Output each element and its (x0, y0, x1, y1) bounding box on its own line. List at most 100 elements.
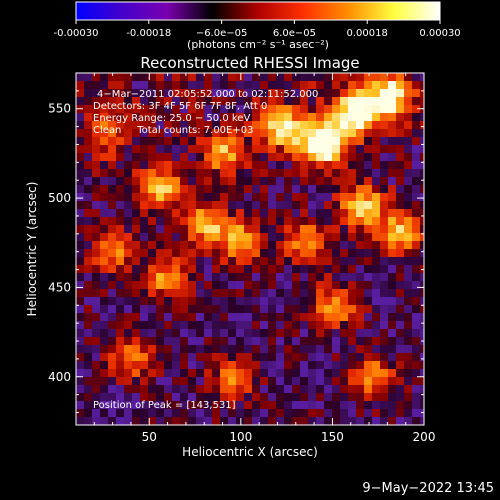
heatmap-cell (228, 145, 236, 153)
heatmap-cell (332, 217, 340, 225)
heatmap-cell (404, 385, 412, 393)
heatmap-cell (92, 153, 100, 161)
heatmap-cell (236, 241, 244, 249)
heatmap-cell (260, 169, 268, 177)
heatmap-cell (332, 81, 340, 89)
heatmap-cell (180, 129, 188, 137)
heatmap-cell (236, 201, 244, 209)
heatmap-cell (156, 329, 164, 337)
heatmap-cell (220, 177, 228, 185)
heatmap-cell (164, 313, 172, 321)
heatmap-cell (116, 169, 124, 177)
heatmap-cell (364, 281, 372, 289)
heatmap-cell (100, 89, 108, 97)
heatmap-cell (284, 273, 292, 281)
heatmap-cell (188, 177, 196, 185)
heatmap-cell (204, 369, 212, 377)
heatmap-cell (116, 97, 124, 105)
heatmap-cell (84, 297, 92, 305)
heatmap-cell (108, 321, 116, 329)
heatmap-cell (228, 393, 236, 401)
heatmap-cell (396, 89, 404, 97)
heatmap-cell (372, 321, 380, 329)
heatmap-cell (196, 137, 204, 145)
heatmap-cell (196, 273, 204, 281)
heatmap-cell (180, 257, 188, 265)
heatmap-cell (396, 129, 404, 137)
heatmap-cell (324, 337, 332, 345)
heatmap-cell (92, 233, 100, 241)
heatmap-cell (284, 281, 292, 289)
heatmap-cell (220, 89, 228, 97)
heatmap-cell (308, 161, 316, 169)
heatmap-cell (260, 369, 268, 377)
heatmap-cell (276, 393, 284, 401)
heatmap-cell (116, 113, 124, 121)
heatmap-cell (412, 241, 420, 249)
heatmap-cell (412, 297, 420, 305)
heatmap-cell (324, 89, 332, 97)
heatmap-cell (404, 137, 412, 145)
heatmap-cell (412, 361, 420, 369)
heatmap-cell (364, 193, 372, 201)
heatmap-cell (356, 89, 364, 97)
heatmap-cell (372, 113, 380, 121)
heatmap-cell (372, 201, 380, 209)
heatmap-cell (332, 153, 340, 161)
heatmap-cell (396, 321, 404, 329)
heatmap-cell (124, 81, 132, 89)
heatmap-cell (148, 209, 156, 217)
heatmap-cell (324, 345, 332, 353)
heatmap-cell (252, 105, 260, 113)
heatmap-cell (244, 121, 252, 129)
heatmap-cell (276, 81, 284, 89)
heatmap-cell (76, 281, 84, 289)
heatmap-cell (116, 313, 124, 321)
heatmap-cell (124, 177, 132, 185)
heatmap-cell (92, 345, 100, 353)
heatmap-cell (100, 209, 108, 217)
heatmap-cell (220, 257, 228, 265)
heatmap-cell (132, 297, 140, 305)
heatmap-cell (116, 273, 124, 281)
heatmap-cell (268, 273, 276, 281)
heatmap-cell (324, 153, 332, 161)
heatmap-cell (228, 289, 236, 297)
heatmap-cell (356, 289, 364, 297)
heatmap-cell (276, 225, 284, 233)
heatmap-cell (92, 113, 100, 121)
heatmap-cell (332, 137, 340, 145)
heatmap-cell (132, 321, 140, 329)
heatmap-cell (324, 321, 332, 329)
heatmap-cell (308, 169, 316, 177)
heatmap-cell (396, 265, 404, 273)
heatmap-cell (84, 201, 92, 209)
heatmap-cell (140, 97, 148, 105)
heatmap-cell (364, 241, 372, 249)
heatmap-cell (364, 337, 372, 345)
heatmap-cell (100, 249, 108, 257)
heatmap-cell (292, 97, 300, 105)
heatmap-cell (292, 169, 300, 177)
heatmap-cell (180, 337, 188, 345)
heatmap-cell (380, 129, 388, 137)
heatmap-cell (276, 417, 284, 425)
heatmap-cell (324, 257, 332, 265)
heatmap-cell (220, 97, 228, 105)
heatmap-cell (380, 177, 388, 185)
heatmap-cell (92, 313, 100, 321)
heatmap-cell (180, 345, 188, 353)
heatmap-cell (372, 249, 380, 257)
heatmap-cell (188, 313, 196, 321)
heatmap-cell (124, 161, 132, 169)
heatmap-cell (124, 185, 132, 193)
heatmap-cell (100, 233, 108, 241)
heatmap-cell (340, 169, 348, 177)
heatmap-cell (284, 73, 292, 81)
heatmap-cell (132, 329, 140, 337)
heatmap-cell (332, 401, 340, 409)
heatmap-cell (372, 241, 380, 249)
heatmap-cell (236, 161, 244, 169)
heatmap-cell (348, 369, 356, 377)
heatmap-cell (132, 345, 140, 353)
